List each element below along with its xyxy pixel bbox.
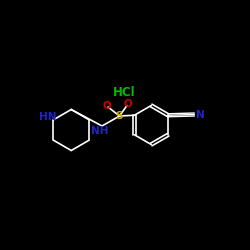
Text: S: S — [116, 111, 123, 121]
Text: N: N — [196, 110, 204, 120]
Text: O: O — [124, 99, 132, 109]
Text: HCl: HCl — [113, 86, 136, 99]
Text: O: O — [102, 101, 111, 111]
Text: NH: NH — [91, 126, 109, 136]
Text: HN: HN — [39, 112, 57, 122]
